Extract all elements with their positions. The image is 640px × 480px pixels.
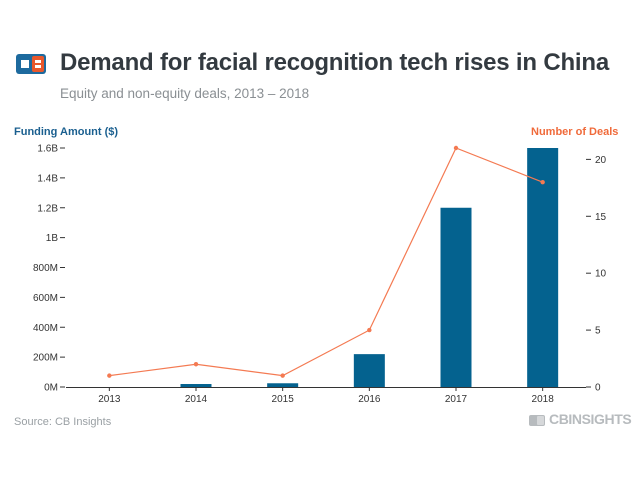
y-left-tick-label: 200M [33,353,58,364]
bar [440,207,472,387]
x-tick-label: 2017 [445,394,468,405]
x-tick-label: 2018 [532,394,555,405]
x-tick-label: 2014 [185,394,208,405]
deals-point [367,327,372,333]
deals-point [193,362,199,367]
brand-wordmark: CBINSIGHTS [549,411,632,427]
y-left-tick-label: 1.2B [37,203,58,214]
bar [527,148,559,387]
bar [267,383,299,387]
y-left-tick-label: 800M [33,263,58,274]
deals-point [107,373,112,378]
y-right-tick-label: 0 [595,383,601,394]
deals-line [109,147,543,377]
deals-point [453,145,459,151]
chart-subtitle: Equity and non-equity deals, 2013 – 2018 [60,86,310,101]
y-left-tick-label: 1B [46,233,59,244]
chart-title: Demand for facial recognition tech rises… [60,49,609,76]
deals-point [280,373,285,378]
y-right-tick-label: 5 [595,326,601,337]
y-right-tick-label: 20 [595,155,607,166]
cbinsights-brand-icon [529,415,545,426]
x-tick-label: 2016 [358,394,381,405]
y-left-tick-label: 0M [44,383,58,394]
source-note: Source: CB Insights [14,416,112,428]
y-left-tick-label: 400M [33,323,58,334]
bar [180,384,212,387]
y-left-tick-label: 1.6B [37,144,58,155]
x-tick-label: 2013 [98,394,121,405]
left-axis-label: Funding Amount ($) [14,126,119,138]
y-right-tick-label: 15 [595,212,607,223]
cb-logo-icon [16,54,46,74]
x-tick-label: 2015 [272,394,295,405]
bar [353,354,385,387]
right-axis-label: Number of Deals [531,126,619,138]
y-right-tick-label: 10 [595,269,607,280]
y-left-tick-label: 600M [33,293,58,304]
deals-point [540,179,545,185]
y-left-tick-label: 1.4B [37,173,58,184]
